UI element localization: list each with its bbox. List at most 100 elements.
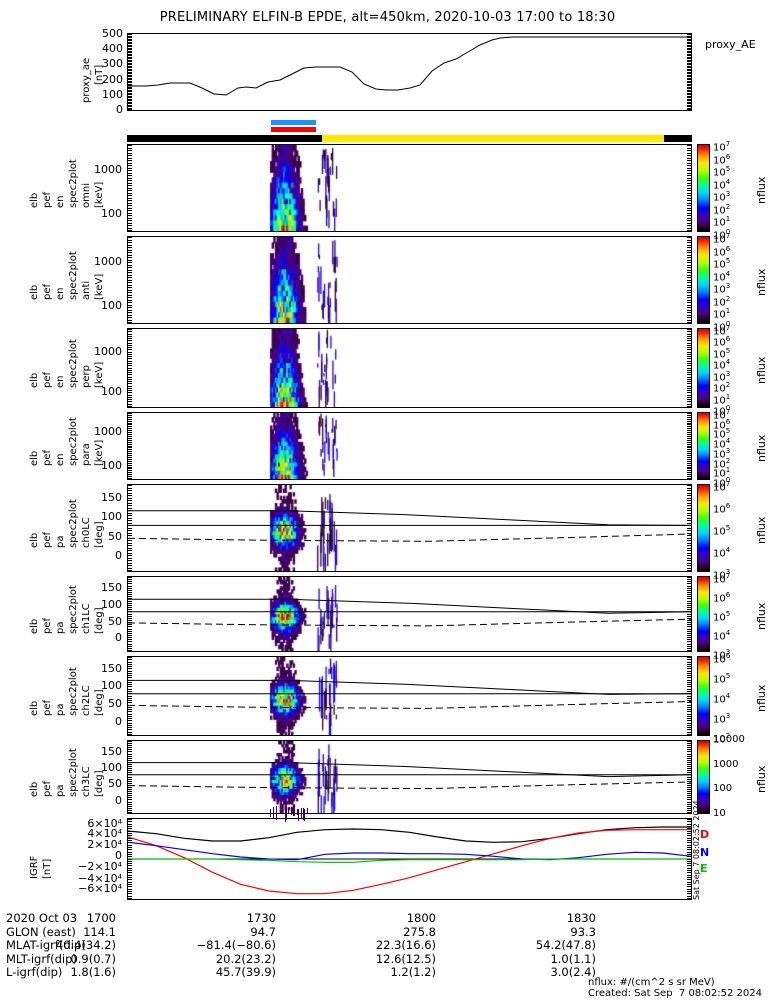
axis-tick: [128, 686, 132, 688]
energy-para-ylabel-line: pef: [42, 449, 53, 466]
axis-tick: [128, 338, 132, 340]
axis-tick: [128, 259, 132, 261]
axis-tick: [128, 613, 132, 615]
axis-tick: [128, 617, 132, 619]
axis-tick: [687, 432, 691, 434]
axis-tick: [687, 668, 691, 670]
axis-tick: [687, 670, 691, 672]
energy-perp-colorbar-tick: 107: [713, 324, 731, 338]
axis-tick: [128, 331, 132, 333]
axis-tick: [687, 647, 691, 649]
axis-tick: [687, 205, 691, 206]
energy-para-colorbar-tick: 106: [713, 417, 731, 432]
axis-tick: [128, 89, 132, 91]
axis-tick: [128, 517, 132, 519]
axis-tick: [687, 659, 691, 661]
burst-marker: [285, 809, 286, 819]
axis-tick: [128, 734, 132, 735]
axis-tick: [687, 809, 691, 811]
axis-tick: [687, 734, 691, 735]
axis-tick: [128, 891, 132, 893]
axis-table-cell: 40.4(34.2): [55, 938, 116, 952]
axis-tick: [687, 367, 691, 369]
energy-perp-colorbar-tick: 102: [713, 381, 731, 395]
axis-tick: [128, 97, 132, 98]
axis-tick: [687, 414, 691, 416]
axis-tick: [128, 314, 132, 316]
energy-perp-colorbar-tick: 103: [713, 369, 731, 384]
axis-tick: [687, 643, 691, 645]
axis-tick: [128, 688, 132, 690]
axis-tick: [687, 422, 691, 424]
axis-tick: [687, 684, 691, 686]
axis-tick: [687, 46, 691, 47]
axis-tick: [128, 190, 132, 191]
axis-tick: [687, 594, 691, 596]
axis-tick: [687, 607, 691, 609]
axis-tick: [128, 460, 132, 462]
axis-tick: [128, 152, 132, 154]
axis-tick: [128, 80, 132, 82]
axis-tick: [128, 445, 132, 447]
axis-table-row-label: MLAT-igrf(dip): [6, 938, 86, 952]
axis-tick: [128, 294, 132, 296]
axis-tick: [128, 713, 132, 715]
axis-tick: [128, 175, 132, 176]
proxy-ae-ytick: 200: [102, 72, 123, 86]
axis-tick: [128, 210, 132, 211]
axis-tick: [128, 307, 132, 308]
axis-tick: [687, 80, 691, 82]
axis-tick: [128, 267, 132, 268]
axis-tick: [687, 512, 691, 514]
axis-tick: [128, 434, 132, 436]
axis-tick: [128, 622, 132, 624]
axis-tick: [687, 782, 691, 784]
axis-tick: [687, 344, 691, 346]
axis-tick: [128, 863, 132, 865]
energy-perp-ylabel-line: pef: [42, 371, 53, 388]
axis-tick: [687, 177, 691, 179]
axis-tick: [687, 401, 691, 403]
burst-marker: [294, 806, 295, 812]
axis-tick: [128, 242, 132, 243]
axis-tick: [128, 663, 132, 665]
axis-tick: [128, 35, 132, 37]
axis-tick: [687, 217, 691, 219]
axis-tick: [687, 681, 691, 683]
axis-tick: [687, 287, 691, 288]
axis-tick: [687, 145, 691, 146]
axis-tick: [687, 877, 691, 879]
axis-tick: [128, 92, 132, 94]
axis-tick: [128, 269, 132, 271]
axis-tick: [128, 170, 132, 171]
igrf-ytick: 4×10⁴: [87, 827, 122, 841]
axis-tick: [687, 585, 691, 587]
axis-tick: [687, 447, 691, 449]
axis-tick: [128, 874, 132, 876]
axis-tick: [687, 819, 691, 820]
axis-tick: [687, 761, 691, 763]
axis-tick: [128, 776, 132, 778]
axis-tick: [687, 65, 691, 67]
axis-tick: [128, 401, 132, 403]
axis-tick: [687, 40, 691, 41]
pitch-ch0LC-ylabel-line: pef: [42, 531, 53, 548]
pitch-ch0LC-colorbar-label: nflux: [755, 516, 768, 544]
axis-tick: [687, 702, 691, 704]
axis-tick: [128, 437, 132, 439]
axis-tick: [687, 53, 691, 55]
axis-tick: [687, 879, 691, 881]
axis-tick: [128, 50, 132, 52]
axis-tick: [687, 289, 691, 291]
axis-tick: [687, 624, 691, 626]
axis-tick: [128, 724, 132, 726]
axis-tick: [687, 309, 691, 311]
axis-tick: [687, 565, 691, 566]
axis-tick: [687, 155, 691, 156]
axis-tick: [128, 38, 132, 40]
axis-tick: [687, 195, 691, 196]
energy-anti-colorbar-tick: 100: [713, 320, 731, 334]
axis-tick: [128, 585, 132, 587]
axis-tick: [687, 381, 691, 383]
axis-tick: [128, 302, 132, 303]
